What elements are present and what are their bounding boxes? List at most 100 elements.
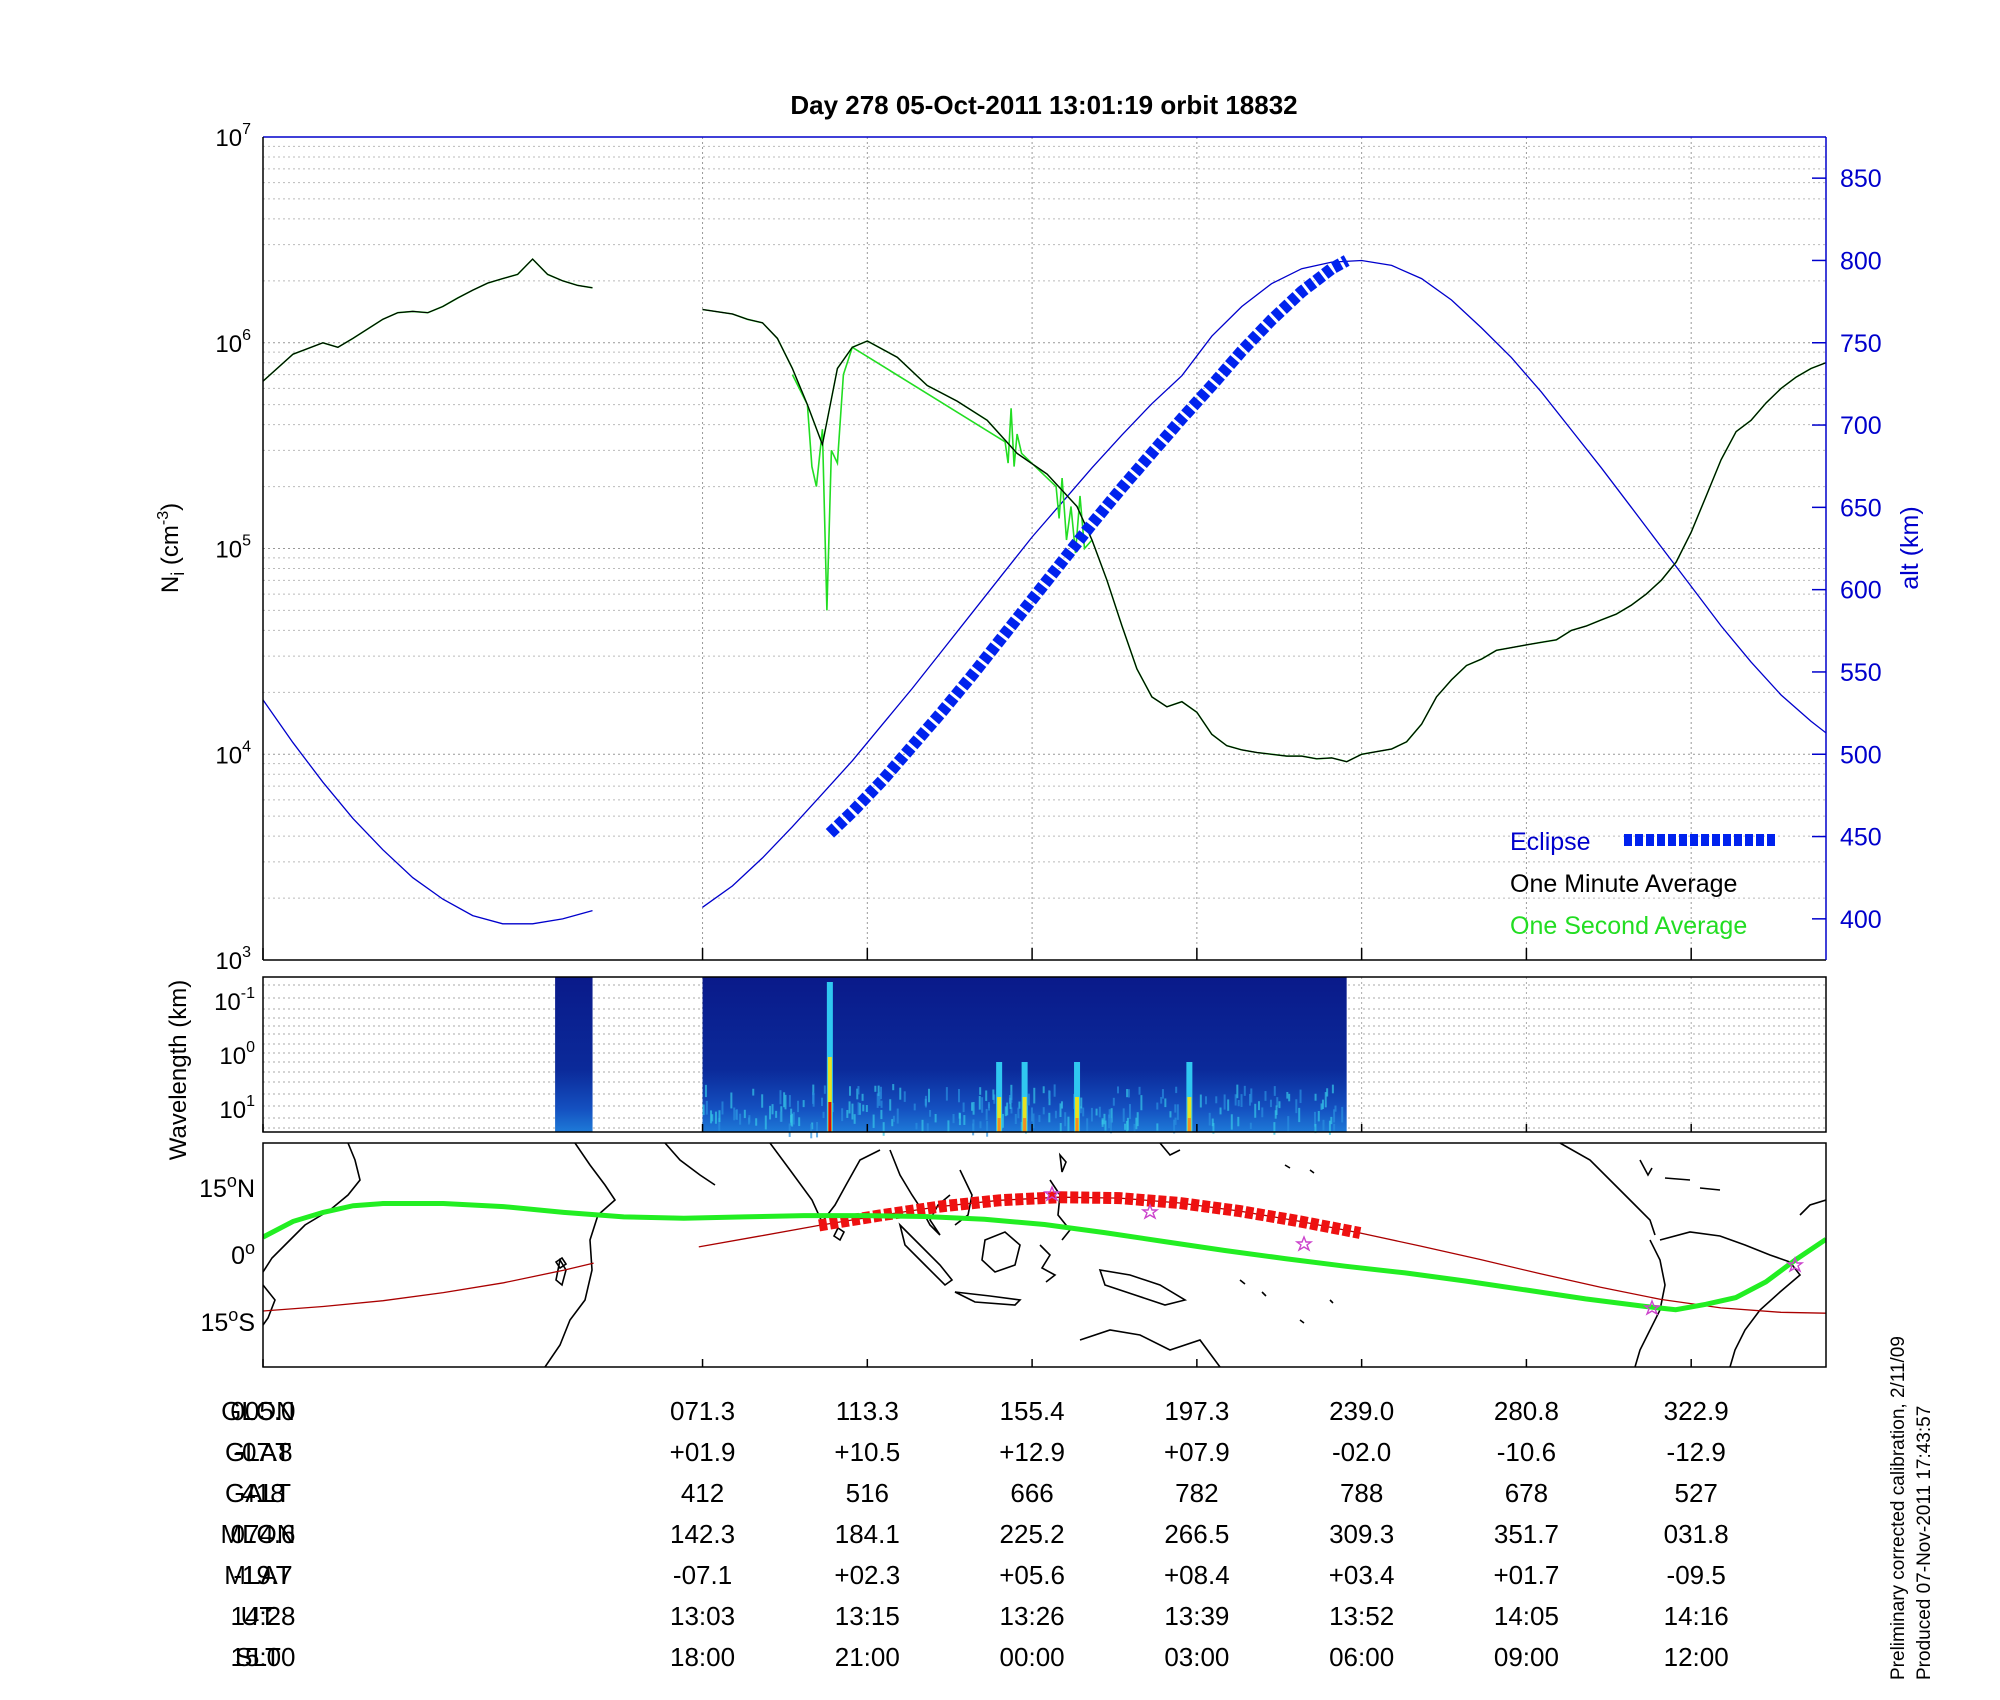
spec-fleck bbox=[743, 1109, 746, 1119]
right-tick-label: 400 bbox=[1840, 906, 1882, 934]
spec-fleck bbox=[1328, 1120, 1331, 1135]
spec-fleck bbox=[1138, 1086, 1141, 1095]
star-icon bbox=[1140, 1203, 1160, 1220]
table-cell: +02.3 bbox=[834, 1560, 900, 1590]
spec-fleck bbox=[820, 1097, 823, 1107]
legend-one-second: One Second Average bbox=[1510, 912, 1747, 940]
table-cell: +01.9 bbox=[670, 1437, 736, 1467]
lat-tick-label: 0o bbox=[231, 1238, 255, 1270]
coastline-arabia bbox=[664, 1143, 716, 1186]
spec-tick-label: 10-1 bbox=[214, 985, 255, 1016]
table-cell: 280.8 bbox=[1494, 1396, 1559, 1426]
spec-fleck bbox=[1059, 1123, 1062, 1133]
spec-fleck bbox=[1322, 1119, 1325, 1131]
spec-fleck bbox=[981, 1097, 984, 1113]
table-row-label: MLAT bbox=[224, 1560, 292, 1590]
table-cell: 074.6 bbox=[230, 1519, 295, 1549]
table-cell: 225.2 bbox=[1000, 1519, 1065, 1549]
spec-fleck bbox=[1108, 1109, 1111, 1119]
density-ylabel: Ni (cm-3) bbox=[155, 503, 188, 593]
spectrogram-frame bbox=[262, 976, 1827, 1133]
spec-fleck bbox=[1237, 1116, 1240, 1127]
table-cell: 527 bbox=[1674, 1478, 1717, 1508]
spec-fleck bbox=[921, 1119, 924, 1133]
table-cell: 005.0 bbox=[230, 1396, 295, 1426]
table-cell: 14:16 bbox=[1664, 1601, 1729, 1631]
station-markers bbox=[1042, 1185, 1805, 1316]
spectrogram-ticks: 10-1 100 101 bbox=[214, 985, 1692, 1132]
spec-fleck bbox=[1156, 1102, 1159, 1110]
spec-fleck bbox=[882, 1122, 885, 1136]
table-cell: 14:28 bbox=[230, 1601, 295, 1631]
spec-fleck bbox=[1257, 1101, 1260, 1111]
table-row-label: SLT bbox=[235, 1642, 281, 1672]
table-cell: 678 bbox=[1505, 1478, 1548, 1508]
spec-fleck bbox=[1110, 1108, 1113, 1123]
spec-fleck bbox=[733, 1107, 736, 1121]
spec-bright-core bbox=[827, 1057, 832, 1132]
spec-fleck bbox=[1298, 1107, 1301, 1123]
star-icon bbox=[1042, 1185, 1062, 1202]
map-lat-ticks: 15oN 0o 15oS bbox=[199, 1171, 1692, 1367]
spec-fleck bbox=[929, 1109, 932, 1117]
spec-fleck bbox=[1160, 1097, 1163, 1104]
spec-fleck bbox=[1161, 1089, 1164, 1099]
table-cell: 239.0 bbox=[1329, 1396, 1394, 1426]
table-cell: 197.3 bbox=[1164, 1396, 1229, 1426]
spec-fleck bbox=[802, 1100, 805, 1108]
spec-fleck bbox=[1240, 1094, 1243, 1107]
spec-fleck bbox=[1095, 1108, 1098, 1116]
right-tick-label: 650 bbox=[1840, 494, 1882, 522]
table-cell: 412 bbox=[681, 1478, 724, 1508]
spec-fleck bbox=[1117, 1086, 1120, 1094]
spec-fleck bbox=[1317, 1111, 1320, 1122]
coastlines bbox=[263, 1143, 1826, 1367]
spec-bright-core bbox=[997, 1097, 1002, 1132]
spec-fleck bbox=[1010, 1091, 1013, 1103]
pacific-islands bbox=[1239, 1164, 1334, 1324]
java bbox=[954, 1291, 1022, 1306]
lake-victoria bbox=[554, 1256, 568, 1270]
svg-text:Ni (cm-3): Ni (cm-3) bbox=[155, 503, 188, 593]
table-row-label: MLON bbox=[220, 1519, 295, 1549]
spec-fleck bbox=[702, 1104, 705, 1116]
philippines bbox=[1049, 1179, 1072, 1241]
spec-fleck bbox=[1064, 1112, 1067, 1127]
spec-fleck bbox=[1048, 1090, 1051, 1099]
spec-fleck bbox=[771, 1104, 774, 1115]
spec-fleck bbox=[788, 1123, 791, 1137]
spec-bright-core bbox=[1022, 1097, 1027, 1132]
spec-fleck bbox=[963, 1115, 966, 1125]
right-tick-label: 550 bbox=[1840, 659, 1882, 687]
florida bbox=[1639, 1159, 1653, 1177]
spec-fleck bbox=[779, 1111, 782, 1122]
spec-fleck bbox=[986, 1120, 989, 1137]
spec-fleck bbox=[1223, 1094, 1226, 1110]
spec-fleck bbox=[848, 1101, 851, 1114]
table-cell: 21:00 bbox=[835, 1642, 900, 1672]
table-cell: -10.6 bbox=[1497, 1437, 1556, 1467]
spec-fleck bbox=[1112, 1097, 1115, 1106]
table-cell: 266.5 bbox=[1164, 1519, 1229, 1549]
spec-fleck bbox=[1086, 1118, 1089, 1132]
spec-fleck bbox=[761, 1094, 764, 1108]
table-cell: 14:05 bbox=[1494, 1601, 1559, 1631]
spec-fleck bbox=[978, 1095, 981, 1110]
spec-fleck bbox=[1067, 1116, 1070, 1132]
lat-tick-label: 15oN bbox=[199, 1171, 255, 1203]
table-cell: 06:00 bbox=[1329, 1642, 1394, 1672]
spec-fleck bbox=[1042, 1086, 1045, 1094]
spec-fleck bbox=[1027, 1093, 1030, 1106]
spec-fleck bbox=[874, 1085, 877, 1092]
spec-fleck bbox=[1321, 1099, 1324, 1109]
spec-fleck bbox=[957, 1089, 960, 1103]
left-tick-label: 104 bbox=[215, 738, 251, 769]
spec-fleck bbox=[947, 1120, 950, 1132]
table-cell: 03:00 bbox=[1164, 1642, 1229, 1672]
star-icon bbox=[1642, 1299, 1662, 1316]
table-cell: +08.4 bbox=[1164, 1560, 1230, 1590]
spec-fleck bbox=[899, 1087, 902, 1100]
spec-fleck bbox=[1254, 1103, 1257, 1118]
table-cell: 184.1 bbox=[835, 1519, 900, 1549]
